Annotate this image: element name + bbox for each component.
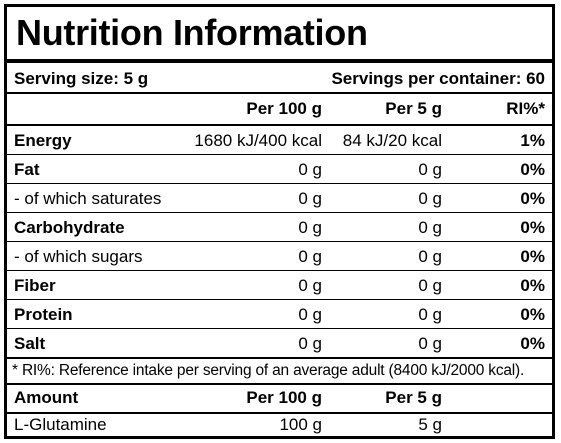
amount-header-label: Amount [14,388,79,407]
footnote: * RI%: Reference intake per serving of a… [12,362,525,379]
nutrient-per-serving: 0 g [418,334,442,353]
row-divider [7,183,552,184]
row-divider [7,328,552,329]
amount-per-serving: 5 g [418,415,442,434]
nutrient-ri: 0% [520,247,545,266]
row-divider [7,241,552,242]
nutrient-label: Fiber [14,276,56,295]
nutrient-row: Protein 0 g 0 g 0% [7,300,552,329]
footnote-rule-bottom [7,383,552,385]
header-per-serving: Per 5 g [385,99,442,118]
amount-row: L-Glutamine 100 g 5 g [7,413,552,436]
amount-header-row: Amount Per 100 g Per 5 g [7,385,552,411]
nutrient-per-serving: 0 g [418,247,442,266]
nutrient-per-100g: 0 g [298,160,322,179]
nutrient-per-100g: 0 g [298,334,322,353]
nutrient-ri: 1% [520,131,545,150]
nutrient-ri: 0% [520,160,545,179]
nutrient-label: Energy [14,131,72,150]
footnote-row: * RI%: Reference intake per serving of a… [7,359,552,383]
header-per-100g: Per 100 g [246,99,322,118]
nutrient-per-serving: 0 g [418,189,442,208]
nutrient-per-serving: 0 g [418,218,442,237]
nutrient-row: Salt 0 g 0 g 0% [7,329,552,358]
nutrient-label: Fat [14,160,40,179]
row-divider [7,270,552,271]
amount-header-per-100g: Per 100 g [246,388,322,407]
servings-per-container: Servings per container: 60 [331,69,545,88]
header-rule [7,124,552,126]
nutrient-per-100g: 0 g [298,276,322,295]
amount-label: L-Glutamine [14,415,107,434]
panel-title: Nutrition Information [16,12,368,53]
nutrient-per-100g: 0 g [298,305,322,324]
footnote-rule-top [7,357,552,359]
nutrient-row: - of which saturates 0 g 0 g 0% [7,184,552,213]
nutrient-per-serving: 0 g [418,305,442,324]
serving-rule [7,92,552,94]
nutrient-row: Fat 0 g 0 g 0% [7,155,552,184]
nutrient-label: Carbohydrate [14,218,125,237]
nutrient-per-100g: 0 g [298,189,322,208]
nutrient-ri: 0% [520,334,545,353]
header-ri: RI%* [506,99,545,118]
column-header-row: Per 100 g Per 5 g RI%* [7,95,552,123]
nutrient-row: - of which sugars 0 g 0 g 0% [7,242,552,271]
nutrient-ri: 0% [520,189,545,208]
nutrient-per-100g: 0 g [298,218,322,237]
nutrient-per-serving: 0 g [418,276,442,295]
row-divider [7,212,552,213]
nutrient-label: Salt [14,334,46,353]
nutrient-per-100g: 0 g [298,247,322,266]
nutrient-label: - of which saturates [14,189,162,208]
row-divider [7,154,552,155]
row-divider [7,299,552,300]
nutrient-row: Energy 1680 kJ/400 kcal 84 kJ/20 kcal 1% [7,126,552,155]
nutrient-ri: 0% [520,276,545,295]
nutrition-panel: Nutrition Information Serving size: 5 g … [4,4,555,439]
nutrient-ri: 0% [520,305,545,324]
nutrient-per-serving: 84 kJ/20 kcal [342,131,442,150]
nutrient-per-100g: 1680 kJ/400 kcal [194,131,322,150]
nutrient-row: Carbohydrate 0 g 0 g 0% [7,213,552,242]
nutrient-label: - of which sugars [14,247,143,266]
amount-header-per-serving: Per 5 g [385,388,442,407]
nutrient-row: Fiber 0 g 0 g 0% [7,271,552,300]
nutrient-per-serving: 0 g [418,160,442,179]
nutrient-label: Protein [14,305,73,324]
serving-row: Serving size: 5 g Servings per container… [7,67,552,91]
serving-size: Serving size: 5 g [14,69,149,88]
amount-header-rule [7,412,552,414]
nutrient-ri: 0% [520,218,545,237]
title-rule [7,59,552,63]
amount-per-100g: 100 g [279,415,322,434]
